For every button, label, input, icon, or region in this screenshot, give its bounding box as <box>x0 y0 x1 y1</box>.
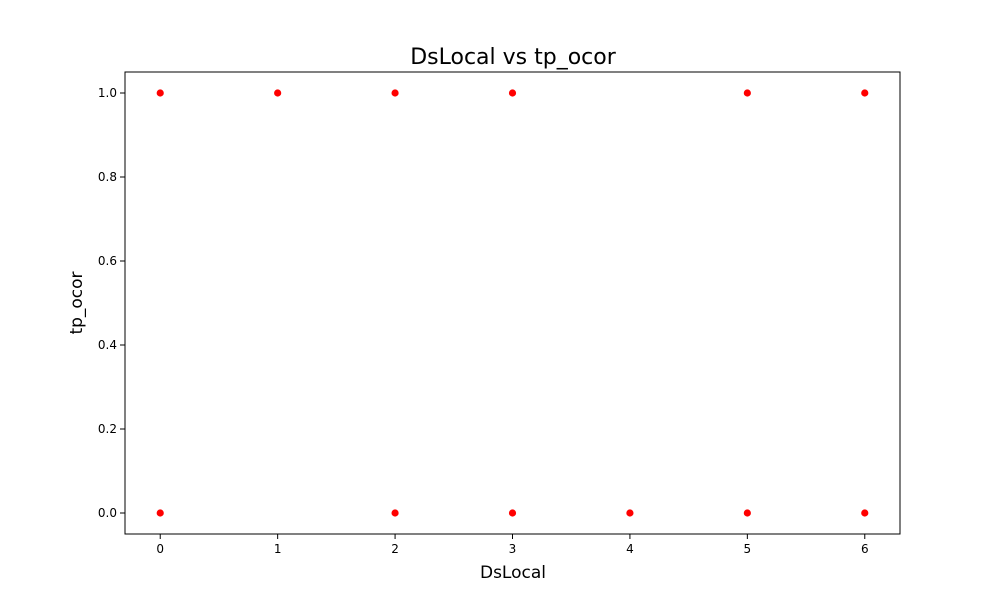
data-point <box>626 509 634 517</box>
x-axis-label: DsLocal <box>480 563 546 583</box>
data-point <box>274 89 282 97</box>
data-point <box>391 89 399 97</box>
y-axis-label: tp_ocor <box>67 271 87 334</box>
x-tick-label: 6 <box>861 542 869 556</box>
y-tick-label: 0.6 <box>98 254 117 268</box>
x-tick-label: 2 <box>391 542 399 556</box>
y-tick-label: 0.4 <box>98 338 117 352</box>
x-tick-label: 0 <box>156 542 164 556</box>
data-point <box>743 89 751 97</box>
data-point <box>861 509 869 517</box>
data-point <box>391 509 399 517</box>
data-point <box>156 509 164 517</box>
y-axis-ticks: 0.0 0.2 0.4 0.6 0.8 1.0 <box>98 86 125 520</box>
plot-frame <box>124 71 901 535</box>
y-tick-label: 0.8 <box>98 170 117 184</box>
y-tick-label: 0.0 <box>98 506 117 520</box>
data-points <box>156 89 869 517</box>
x-tick-label: 1 <box>274 542 282 556</box>
chart-title: DsLocal vs tp_ocor <box>410 45 616 70</box>
x-axis-ticks: 0 1 2 3 4 5 6 <box>156 534 869 556</box>
data-point <box>508 509 517 517</box>
x-tick-label: 4 <box>626 542 634 556</box>
data-point <box>508 89 517 97</box>
data-point <box>156 89 164 97</box>
x-tick-label: 3 <box>509 542 517 556</box>
y-tick-label: 0.2 <box>98 422 117 436</box>
x-tick-label: 5 <box>744 542 752 556</box>
data-point <box>861 89 869 97</box>
y-tick-label: 1.0 <box>98 86 117 100</box>
data-point <box>743 509 751 517</box>
